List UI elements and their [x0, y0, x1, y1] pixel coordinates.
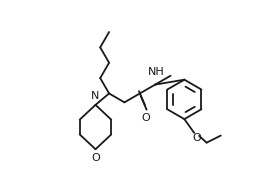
Text: O: O: [141, 113, 150, 123]
Text: N: N: [91, 91, 100, 101]
Text: O: O: [91, 153, 100, 163]
Text: NH: NH: [148, 67, 164, 77]
Text: O: O: [193, 133, 202, 143]
